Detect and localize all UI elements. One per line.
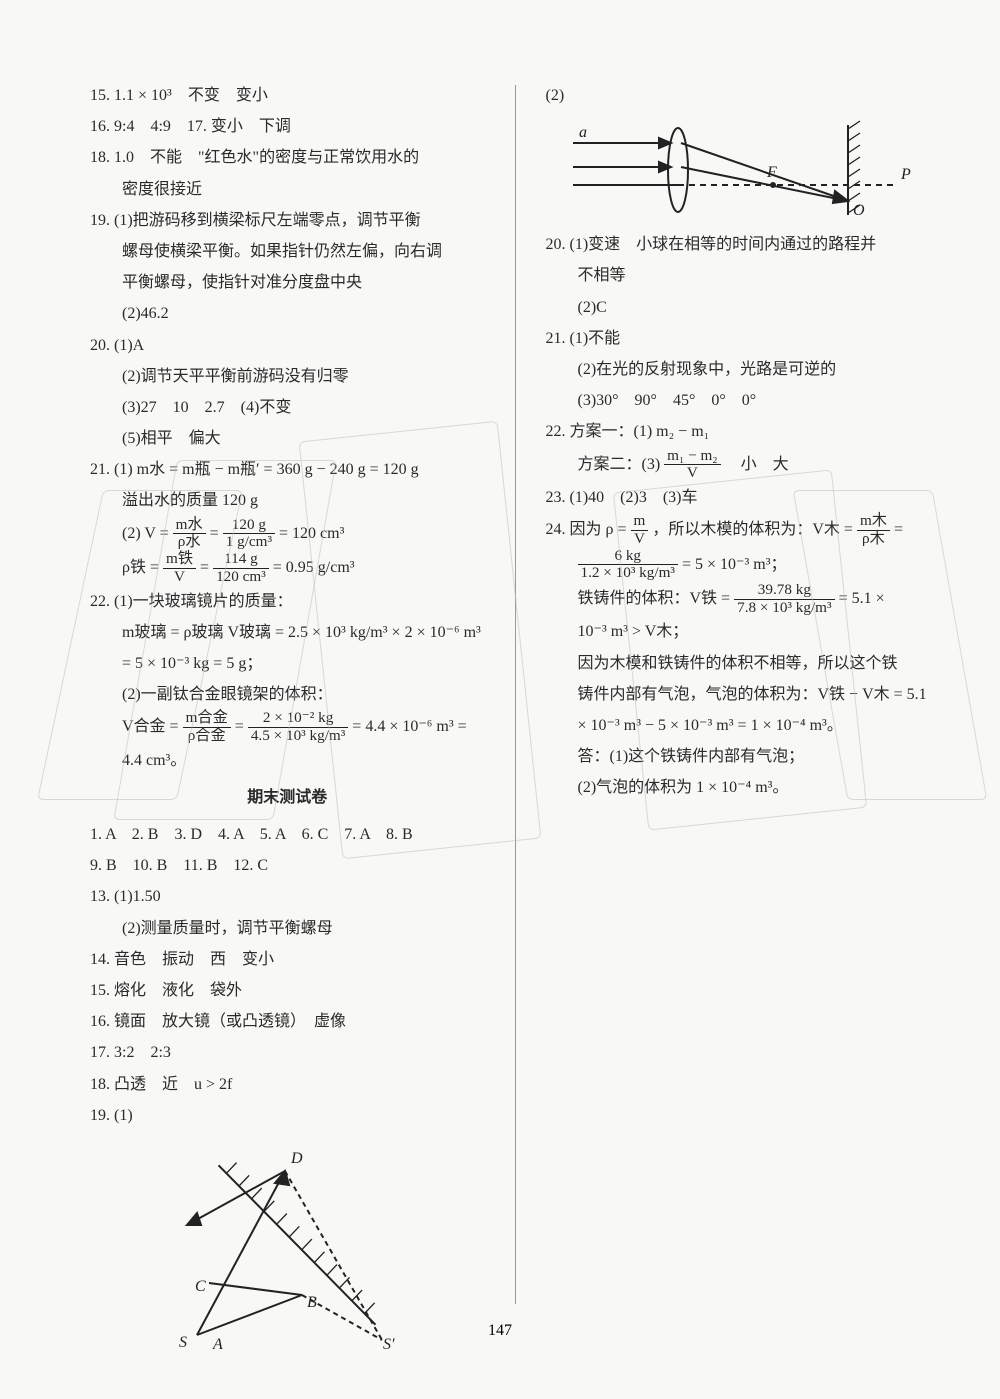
r-21b: (2)在光的反射现象中，光路是可逆的: [546, 354, 941, 385]
line-19c: 平衡螺母，使指针对准分度盘中央: [90, 267, 485, 298]
r-24c: 铁铸件的体积：V铁 = 39.78 kg7.8 × 10³ kg/m³ = 5.…: [546, 582, 941, 616]
r-24a: 24. 因为 ρ = mV ，所以木模的体积为：V木 = m木ρ木 =: [546, 513, 941, 547]
mc-row-1: 1. A 2. B 3. D 4. A 5. A 6. C 7. A 8. B: [90, 819, 485, 850]
e-16: 16. 镜面 放大镜（或凸透镜） 虚像: [90, 1006, 485, 1037]
line-21d: ρ铁 = m铁V = 114 g120 cm³ = 0.95 g/cm³: [90, 551, 485, 585]
r-24i: (2)气泡的体积为 1 × 10⁻⁴ m³。: [546, 772, 941, 803]
page: 15. 1.1 × 10³ 不变 变小 16. 9:4 4:9 17. 变小 下…: [0, 0, 1000, 1399]
r-24d: 10⁻³ m³ > V木；: [546, 616, 941, 647]
line-22d: (2)一副钛合金眼镜架的体积：: [90, 679, 485, 710]
l21c-pre: (2) V =: [122, 525, 173, 542]
e-17: 17. 3:2 2:3: [90, 1037, 485, 1068]
l21c-tail: = 120 cm³: [279, 525, 344, 542]
label-a: a: [579, 124, 587, 141]
r-21a: 21. (1)不能: [546, 323, 941, 354]
line-19a: 19. (1)把游码移到横梁标尺左端零点，调节平衡: [90, 205, 485, 236]
label-C: C: [195, 1278, 206, 1295]
label-B: B: [307, 1294, 317, 1311]
line-18: 18. 1.0 不能 "红色水"的密度与正常饮用水的: [90, 142, 485, 173]
left-column: 15. 1.1 × 10³ 不变 变小 16. 9:4 4:9 17. 变小 下…: [90, 80, 495, 1359]
r-21c: (3)30° 90° 45° 0° 0°: [546, 385, 941, 416]
line-21b: 溢出水的质量 120 g: [90, 485, 485, 516]
line-16-17: 16. 9:4 4:9 17. 变小 下调: [90, 111, 485, 142]
label-P: P: [900, 166, 911, 183]
line-22c: = 5 × 10⁻³ kg = 5 g；: [90, 648, 485, 679]
label-O: O: [853, 202, 865, 219]
r-20c: (2)C: [546, 292, 941, 323]
line-22b: m玻璃 = ρ玻璃 V玻璃 = 2.5 × 10³ kg/m³ × 2 × 10…: [90, 617, 485, 648]
label-D: D: [290, 1150, 303, 1167]
line-21c: (2) V = m水ρ水 = 120 g1 g/cm³ = 120 cm³: [90, 517, 485, 551]
e-18: 18. 凸透 近 u > 2f: [90, 1069, 485, 1100]
line-15: 15. 1.1 × 10³ 不变 变小: [90, 80, 485, 111]
r-24h: 答：(1)这个铁铸件内部有气泡；: [546, 741, 941, 772]
line-22e: V合金 = m合金ρ合金 = 2 × 10⁻² kg4.5 × 10³ kg/m…: [90, 710, 485, 744]
e-15: 15. 熔化 液化 袋外: [90, 975, 485, 1006]
line-20c: (3)27 10 2.7 (4)不变: [90, 392, 485, 423]
r-22a: 22. 方案一：(1) m₂ − m₁: [546, 416, 941, 447]
line-13a: 13. (1)1.50: [90, 881, 485, 912]
line-20d: (5)相平 偏大: [90, 423, 485, 454]
page-number: 147: [0, 1322, 1000, 1340]
line-19d: (2)46.2: [90, 298, 485, 329]
right-column: (2): [536, 80, 941, 1359]
line-20a: 20. (1)A: [90, 330, 485, 361]
line-19b: 螺母使横梁平衡。如果指针仍然左偏，向右调: [90, 236, 485, 267]
r-20b: 不相等: [546, 260, 941, 291]
exam-title: 期末测试卷: [90, 782, 485, 813]
line-13b: (2)测量质量时，调节平衡螺母: [90, 913, 485, 944]
mc-row-2: 9. B 10. B 11. B 12. C: [90, 850, 485, 881]
r-2: (2): [546, 80, 941, 111]
line-14: 14. 音色 振动 西 变小: [90, 944, 485, 975]
diagram-lens: a F P O: [563, 115, 923, 225]
label-F: F: [766, 164, 777, 181]
line-18b: 密度很接近: [90, 174, 485, 205]
r-22b: 方案二：(3) m₁ − m₂V 小 大: [546, 448, 941, 482]
line-21a: 21. (1) m水 = m瓶 − m瓶′ = 360 g − 240 g = …: [90, 454, 485, 485]
line-22a: 22. (1)一块玻璃镜片的质量：: [90, 586, 485, 617]
r-23: 23. (1)40 (2)3 (3)车: [546, 482, 941, 513]
line-20b: (2)调节天平平衡前游码没有归零: [90, 361, 485, 392]
r-24f: 铸件内部有气泡，气泡的体积为：V铁 − V木 = 5.1: [546, 679, 941, 710]
e-19: 19. (1): [90, 1100, 485, 1131]
r-24g: × 10⁻³ m³ − 5 × 10⁻³ m³ = 1 × 10⁻⁴ m³。: [546, 710, 941, 741]
r-20a: 20. (1)变速 小球在相等的时间内通过的路程并: [546, 229, 941, 260]
column-divider: [515, 85, 516, 1304]
line-22f: 4.4 cm³。: [90, 745, 485, 776]
r-24b: 6 kg1.2 × 10³ kg/m³ = 5 × 10⁻³ m³；: [546, 548, 941, 582]
r-24e: 因为木模和铁铸件的体积不相等，所以这个铁: [546, 648, 941, 679]
